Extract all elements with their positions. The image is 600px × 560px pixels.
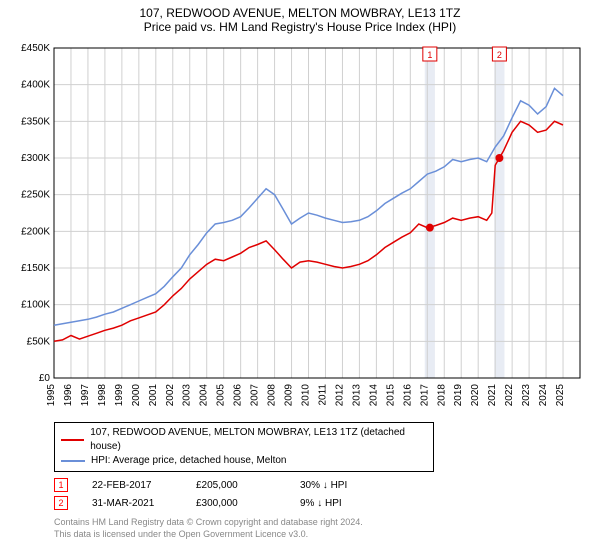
legend-label: 107, REDWOOD AVENUE, MELTON MOWBRAY, LE1… xyxy=(90,426,427,454)
footer-line: Contains HM Land Registry data © Crown c… xyxy=(54,516,590,528)
legend: 107, REDWOOD AVENUE, MELTON MOWBRAY, LE1… xyxy=(54,422,434,472)
svg-text:£350K: £350K xyxy=(21,116,50,127)
svg-text:2017: 2017 xyxy=(419,384,430,407)
svg-text:2: 2 xyxy=(497,50,502,60)
svg-text:2025: 2025 xyxy=(555,384,566,407)
svg-text:£400K: £400K xyxy=(21,80,50,91)
svg-text:£250K: £250K xyxy=(21,190,50,201)
svg-text:£0: £0 xyxy=(39,373,51,384)
line-chart: £0 £50K £100K £150K £200K £250K £300K £350K £400… xyxy=(10,38,590,418)
marker-badge: 2 xyxy=(54,496,68,510)
svg-text:2021: 2021 xyxy=(487,384,498,407)
svg-text:2014: 2014 xyxy=(368,384,379,407)
legend-swatch xyxy=(61,439,84,441)
svg-text:1: 1 xyxy=(427,50,432,60)
svg-text:1995: 1995 xyxy=(46,384,57,407)
svg-text:2005: 2005 xyxy=(216,384,227,407)
marker-date: 22-FEB-2017 xyxy=(92,480,172,491)
svg-text:£300K: £300K xyxy=(21,153,50,164)
svg-text:2013: 2013 xyxy=(351,384,362,407)
svg-text:2018: 2018 xyxy=(436,384,447,407)
legend-label: HPI: Average price, detached house, Melt… xyxy=(91,454,287,468)
svg-text:2010: 2010 xyxy=(301,384,312,407)
svg-text:1998: 1998 xyxy=(97,384,108,407)
svg-text:2016: 2016 xyxy=(402,384,413,407)
svg-text:£150K: £150K xyxy=(21,263,50,274)
marker-delta: 30% ↓ HPI xyxy=(300,480,380,491)
marker-price: £300,000 xyxy=(196,498,276,509)
marker-row: 1 22-FEB-2017 £205,000 30% ↓ HPI xyxy=(54,476,590,494)
svg-text:2024: 2024 xyxy=(538,384,549,407)
svg-text:2009: 2009 xyxy=(284,384,295,407)
svg-text:2015: 2015 xyxy=(385,384,396,407)
svg-text:2020: 2020 xyxy=(470,384,481,407)
svg-text:£100K: £100K xyxy=(21,300,50,311)
svg-text:£50K: £50K xyxy=(27,336,51,347)
svg-text:2019: 2019 xyxy=(453,384,464,407)
svg-text:2001: 2001 xyxy=(148,384,159,407)
svg-text:1996: 1996 xyxy=(63,384,74,407)
footer-line: This data is licensed under the Open Gov… xyxy=(54,528,590,540)
svg-text:2023: 2023 xyxy=(521,384,532,407)
svg-text:2011: 2011 xyxy=(317,384,328,406)
svg-text:£450K: £450K xyxy=(21,43,50,54)
svg-text:2000: 2000 xyxy=(131,384,142,407)
svg-text:2002: 2002 xyxy=(165,384,176,407)
marker-row: 2 31-MAR-2021 £300,000 9% ↓ HPI xyxy=(54,494,590,512)
legend-swatch xyxy=(61,460,85,462)
marker-date: 31-MAR-2021 xyxy=(92,498,172,509)
marker-price: £205,000 xyxy=(196,480,276,491)
legend-item: HPI: Average price, detached house, Melt… xyxy=(61,454,427,468)
svg-text:£200K: £200K xyxy=(21,226,50,237)
marker-badge: 1 xyxy=(54,478,68,492)
svg-text:2008: 2008 xyxy=(267,384,278,407)
marker-delta: 9% ↓ HPI xyxy=(300,498,380,509)
chart-title-line2: Price paid vs. HM Land Registry's House … xyxy=(10,20,590,34)
svg-text:2004: 2004 xyxy=(199,384,210,407)
svg-text:2022: 2022 xyxy=(504,384,515,407)
legend-item: 107, REDWOOD AVENUE, MELTON MOWBRAY, LE1… xyxy=(61,426,427,454)
svg-text:2007: 2007 xyxy=(250,384,261,407)
marker-table: 1 22-FEB-2017 £205,000 30% ↓ HPI 2 31-MA… xyxy=(54,476,590,512)
footer-attribution: Contains HM Land Registry data © Crown c… xyxy=(54,516,590,540)
chart-title-line1: 107, REDWOOD AVENUE, MELTON MOWBRAY, LE1… xyxy=(10,6,590,20)
svg-text:1999: 1999 xyxy=(114,384,125,407)
svg-text:1997: 1997 xyxy=(80,384,91,407)
svg-text:2012: 2012 xyxy=(334,384,345,407)
svg-text:2006: 2006 xyxy=(233,384,244,407)
svg-text:2003: 2003 xyxy=(182,384,193,407)
